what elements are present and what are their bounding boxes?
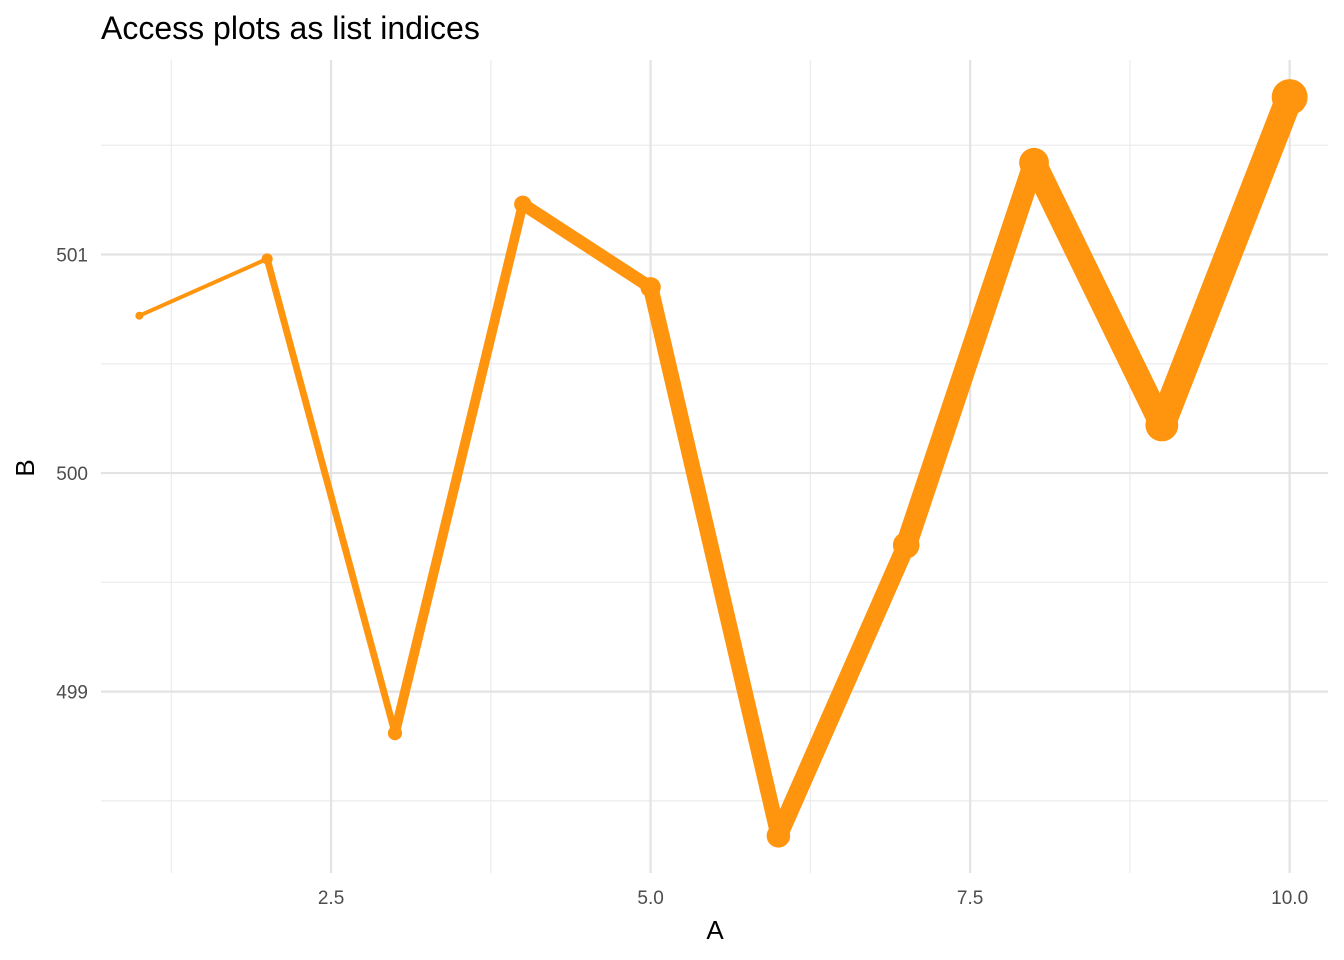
grid-minor [101,60,1328,873]
data-point [261,253,273,265]
data-point [1271,79,1308,116]
x-tick-label: 10.0 [1271,888,1308,909]
line-segment [769,541,915,840]
data-point [514,195,532,213]
data-point [640,277,661,298]
chart-title: Access plots as list indices [101,10,480,46]
line-segment [390,203,528,735]
series-line [138,92,1303,840]
line-segment [263,257,399,735]
line-segment [1023,157,1173,431]
y-tick-label: 500 [56,464,88,485]
data-point [1019,147,1049,178]
line-segment [138,257,268,318]
x-tick-label: 5.0 [637,888,663,909]
data-point [387,726,403,741]
data-point [766,824,791,848]
data-point [135,311,144,320]
line-segment [519,198,655,293]
x-axis-ticks: 2.5 5.0 7.5 10.0 [318,888,1308,909]
y-axis-ticks: 499 500 501 [56,246,88,704]
line-segment [1149,92,1303,430]
y-axis-title: B [10,459,40,476]
series-points [135,79,1308,848]
y-tick-label: 501 [56,246,88,267]
x-tick-label: 7.5 [957,888,983,909]
x-axis-title: A [706,915,724,945]
data-point [1145,408,1179,442]
line-segment [896,159,1045,549]
data-point [892,531,920,559]
line-segment [643,285,786,838]
y-tick-label: 499 [56,683,88,704]
grid-major [101,60,1328,873]
x-tick-label: 2.5 [318,888,344,909]
